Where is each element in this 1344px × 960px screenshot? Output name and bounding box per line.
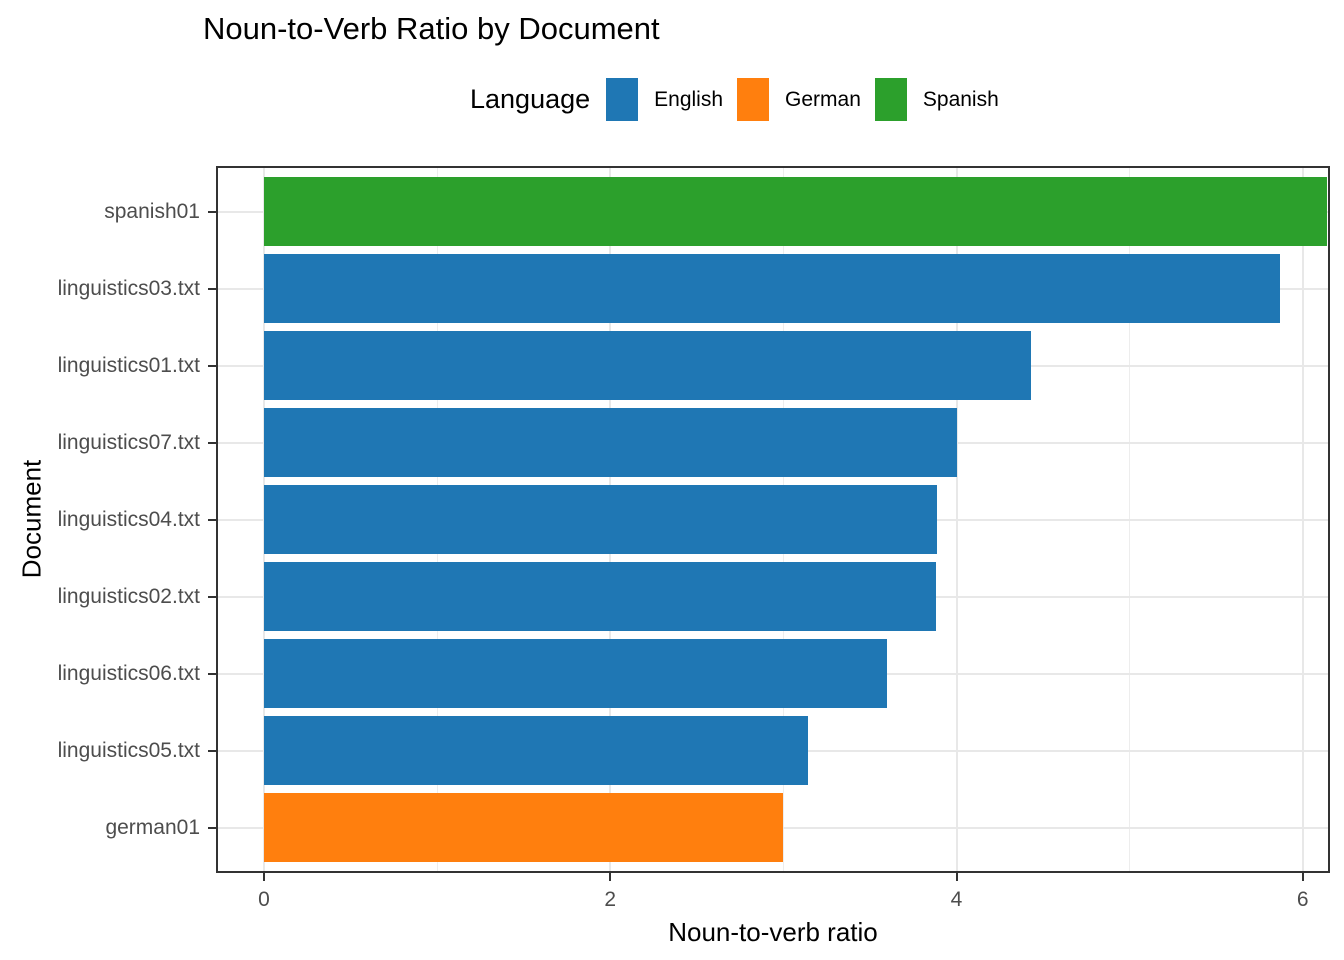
legend-label: English [654,87,724,111]
y-tick [208,672,216,675]
y-tick-label: german01 [105,815,200,839]
y-tick [208,210,216,213]
x-tick [609,873,612,881]
y-tick [208,287,216,290]
x-tick [955,873,958,881]
x-tick [1301,873,1304,881]
bar [264,639,888,708]
legend-entries: English German Spanish [606,78,1013,121]
legend-label: German [785,87,861,111]
bar [264,485,938,554]
y-tick [208,518,216,521]
y-tick-label: spanish01 [104,199,200,223]
bar [264,408,957,477]
x-axis-title: Noun-to-verb ratio [668,917,878,947]
bar [264,562,936,631]
bar [264,331,1031,400]
bar [264,254,1281,323]
y-tick [208,749,216,752]
legend-entry: German [737,78,861,121]
y-tick-label: linguistics05.txt [57,738,200,762]
y-tick-label: linguistics07.txt [57,430,200,454]
x-tick-label: 4 [950,888,963,911]
legend-title: Language [470,84,591,114]
y-tick-label: linguistics06.txt [57,661,200,685]
legend-label: Spanish [922,87,999,111]
y-tick-label: linguistics03.txt [57,276,200,300]
y-tick [208,595,216,598]
y-tick [208,364,216,367]
bar [264,793,784,862]
bar [264,716,808,785]
y-tick-label: linguistics04.txt [57,507,200,531]
y-tick [208,441,216,444]
x-tick-label: 2 [604,888,617,911]
chart-title: Noun-to-Verb Ratio by Document [203,11,660,46]
legend-entry: English [606,78,723,121]
y-tick-label: linguistics01.txt [57,353,200,377]
y-tick-label: linguistics02.txt [57,584,200,608]
x-tick-label: 6 [1296,888,1309,911]
legend: Language English German Spanish [470,77,1013,122]
y-tick [208,826,216,829]
legend-key-swatch [606,78,639,121]
x-tick-label: 0 [258,888,270,911]
legend-key-swatch [874,78,907,121]
bar [264,177,1328,246]
x-tick [263,873,265,881]
legend-entry: Spanish [874,78,999,121]
legend-key-swatch [737,78,770,121]
